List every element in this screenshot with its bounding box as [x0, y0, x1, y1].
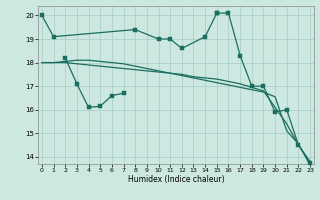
- X-axis label: Humidex (Indice chaleur): Humidex (Indice chaleur): [128, 175, 224, 184]
